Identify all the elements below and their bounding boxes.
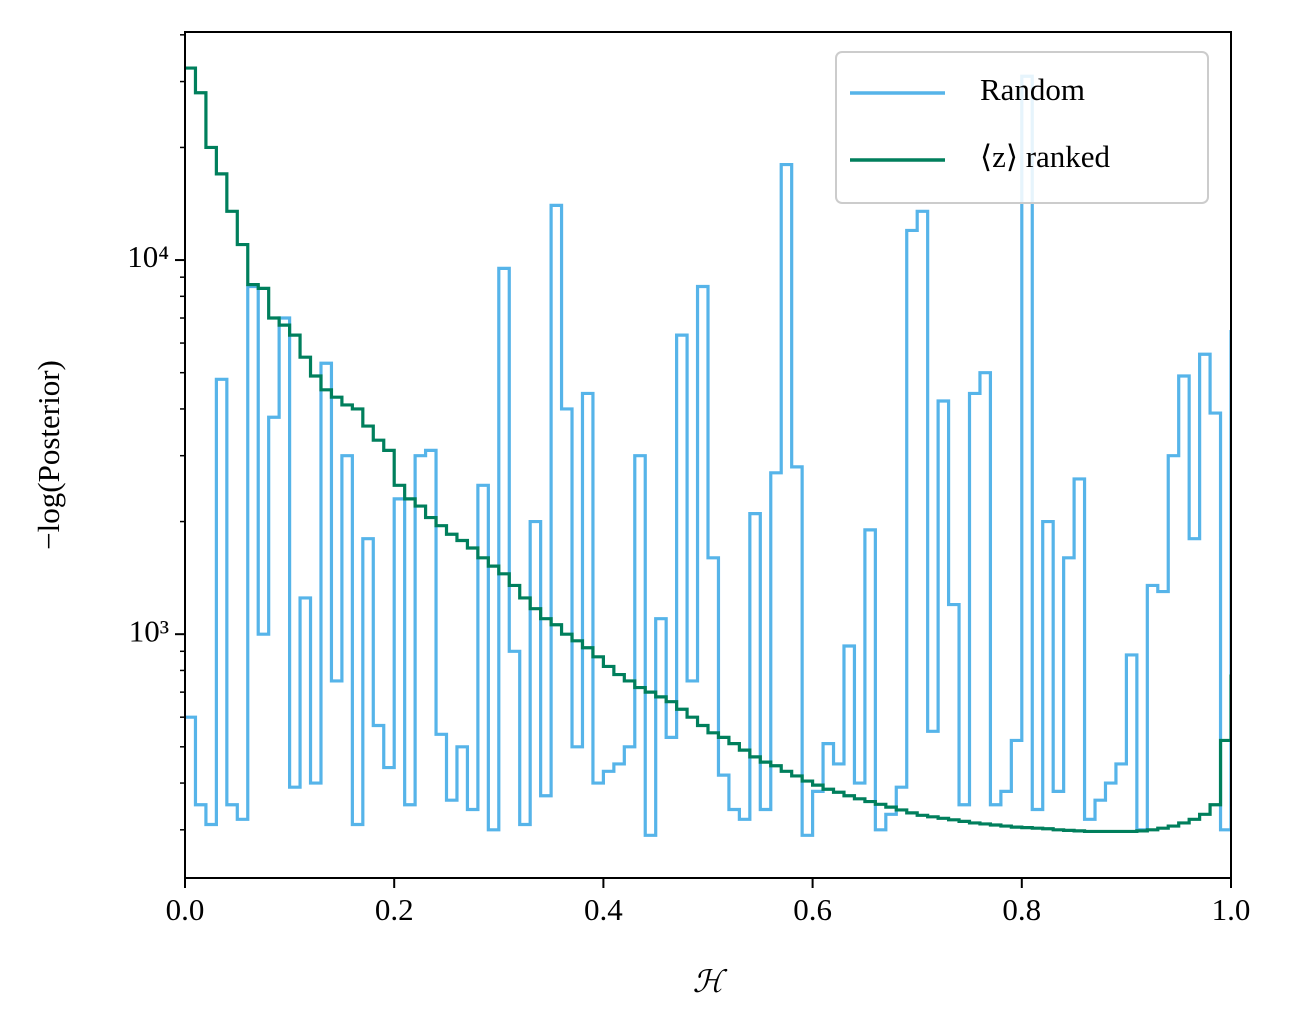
legend-label: ⟨z⟩ ranked — [980, 139, 1111, 174]
x-tick-label: 0.2 — [375, 892, 414, 927]
series-line — [185, 66, 1231, 834]
x-axis-label: ℋ — [693, 964, 728, 999]
plot-area — [185, 66, 1231, 837]
x-tick-label: 0.6 — [793, 892, 832, 927]
legend-box — [835, 51, 1209, 204]
x-tick-label: 0.4 — [584, 892, 623, 927]
x-tick-label: 0.0 — [166, 892, 205, 927]
y-tick-label: 10⁴ — [127, 239, 169, 274]
y-tick-label: 10³ — [129, 613, 169, 648]
legend-label: Random — [980, 72, 1085, 107]
y-axis-label: −log(Posterior) — [31, 360, 66, 550]
x-tick-label: 0.8 — [1002, 892, 1041, 927]
legend: Random ⟨z⟩ ranked — [835, 51, 1209, 204]
series-line — [185, 74, 1231, 837]
x-tick-label: 1.0 — [1212, 892, 1251, 927]
